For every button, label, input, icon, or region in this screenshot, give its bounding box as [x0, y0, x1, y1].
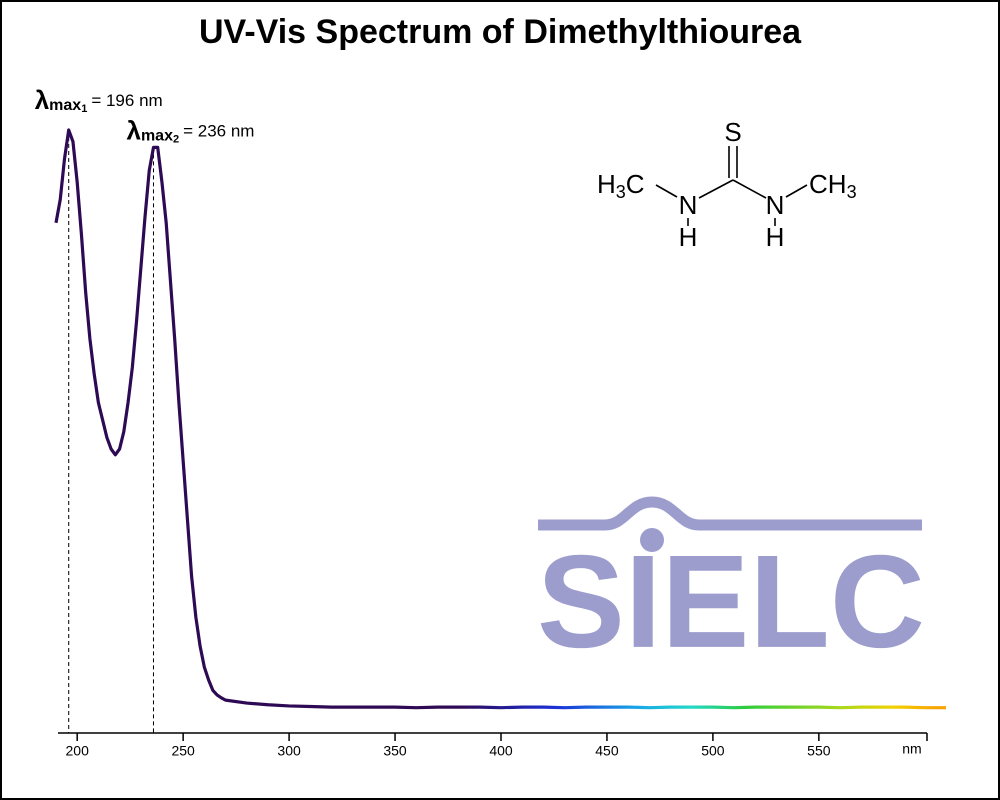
logo: SIELC	[537, 496, 925, 675]
x-tick-label: 500	[701, 743, 725, 759]
atom: N	[679, 190, 698, 220]
annotation-text: = 236 nm	[183, 122, 254, 141]
subscript: max	[49, 97, 81, 114]
lambda: λ	[35, 85, 50, 115]
atom: N	[766, 190, 785, 220]
atom: H	[766, 222, 785, 252]
methyl: CH3	[809, 169, 857, 202]
atom: H	[597, 169, 616, 199]
logo-text: SIELC	[537, 528, 925, 675]
logo-dot	[640, 528, 664, 552]
x-tick-label: 550	[807, 743, 831, 759]
x-tick-label: 400	[489, 743, 513, 759]
x-tick-label: 350	[383, 743, 407, 759]
structure	[655, 146, 808, 226]
peak-annotation: λmax2 = 236 nm	[126, 115, 254, 145]
atom: S	[724, 117, 741, 147]
annotation-text: = 196 nm	[91, 91, 162, 110]
atom: C	[626, 169, 645, 199]
x-tick-label: 300	[277, 743, 301, 759]
chart-title: UV-Vis Spectrum of Dimethylthiourea	[199, 13, 802, 51]
bond	[655, 184, 678, 198]
index: 2	[173, 133, 179, 145]
bond	[785, 184, 808, 198]
methyl: H3C	[597, 169, 645, 202]
x-tick-label: 450	[595, 743, 619, 759]
structure-labels: S N H N H H3C CH3	[597, 117, 857, 252]
atom: CH	[809, 169, 847, 199]
subscript: 3	[616, 182, 626, 202]
bond	[698, 179, 734, 199]
subscript: 3	[847, 182, 857, 202]
bond	[732, 179, 767, 199]
lambda: λ	[126, 115, 141, 145]
x-tick-label: 200	[66, 743, 90, 759]
spectrum-line	[54, 128, 946, 710]
peak-annotation: λmax1 = 196 nm	[35, 85, 163, 115]
index: 1	[81, 103, 87, 115]
logo-bar	[538, 496, 922, 531]
x-tick-label: 250	[171, 743, 195, 759]
atom: H	[679, 222, 698, 252]
x-axis-label: nm	[902, 741, 921, 757]
subscript: max	[141, 128, 173, 145]
